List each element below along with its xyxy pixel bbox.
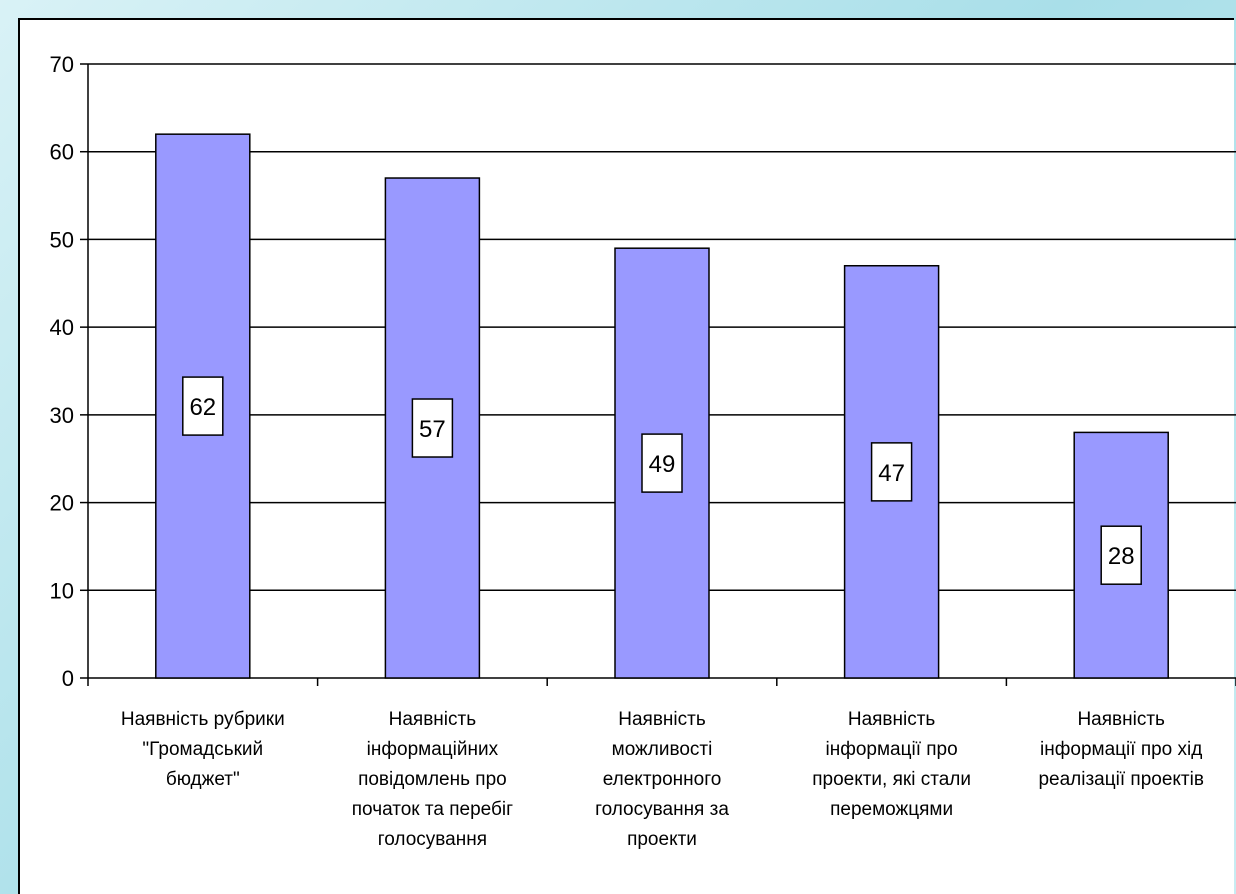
category-label: повідомлень про [358,769,507,790]
category-label: початок та перебіг [352,799,513,820]
category-label: інформації про [825,739,957,760]
data-label-box [1100,525,1142,585]
category-label: Наявність [389,709,477,730]
data-label: 62 [189,394,216,421]
category-label: можливості [612,739,713,760]
category-label: Наявність [1077,709,1165,730]
y-tick-label: 10 [50,578,74,603]
category-label: проекти, які стали [812,769,971,790]
category-label: електронного [603,769,722,790]
category-label: голосування [378,829,487,850]
data-label-box [411,398,454,458]
data-label: 57 [419,416,446,443]
y-tick-label: 60 [50,140,74,165]
category-label: переможцями [830,799,953,820]
category-label: Наявність [848,709,936,730]
data-label: 49 [649,451,676,478]
category-label: реалізації проектів [1038,769,1203,790]
category-label: Наявність рубрики [121,709,285,730]
y-tick-label: 70 [50,52,74,77]
data-label: 47 [878,460,905,487]
y-tick-label: 30 [50,403,74,428]
data-label-box [870,442,913,502]
y-tick-label: 20 [50,491,74,516]
category-label: голосування за [595,799,729,820]
category-label: бюджет" [166,769,240,790]
data-label-box [182,376,224,436]
y-tick-label: 40 [50,315,74,340]
category-label: "Громадський [142,739,263,760]
category-label: проекти [627,829,697,850]
data-label: 28 [1108,543,1135,570]
category-label: інформації про хід [1040,739,1202,760]
y-tick-label: 50 [50,227,74,252]
data-label-box [641,433,683,493]
category-label: інформаційних [367,739,499,760]
category-label: Наявність [618,709,706,730]
y-tick-label: 0 [62,666,74,691]
